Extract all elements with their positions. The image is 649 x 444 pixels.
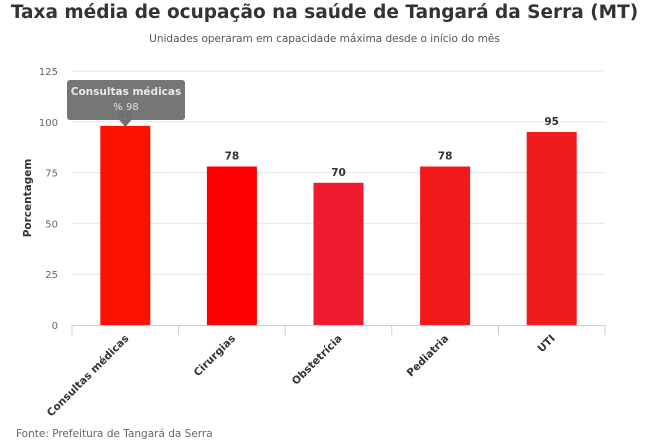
y-tick-label: 75 [45,169,58,180]
tooltip-box [67,80,185,120]
bar[interactable] [100,125,151,325]
y-tick-label: 100 [39,118,58,129]
bar[interactable] [420,166,471,325]
tooltip-arrow [119,120,132,127]
x-tick-label: Obstetrícia [290,333,345,388]
x-tick-label: Pediatria [405,333,452,380]
data-label: 78 [438,151,453,163]
chart-subtitle: Unidades operaram em capacidade máxima d… [149,33,500,45]
y-axis-label: Porcentagem [22,159,34,238]
source-note: Fonte: Prefeitura de Tangará da Serra [16,428,213,440]
x-tick-label: Cirurgias [192,333,238,379]
x-tick-label: UTI [535,333,557,355]
bar[interactable] [313,182,364,325]
chart-title: Taxa média de ocupação na saúde de Tanga… [10,2,639,23]
bar[interactable] [526,131,577,325]
data-label: 78 [225,151,240,163]
tooltip-title: Consultas médicas [71,86,181,98]
data-label: 70 [331,167,346,179]
x-tick-label: Consultas médicas [45,333,132,420]
bar[interactable] [206,166,257,325]
data-label: 95 [544,116,559,128]
tooltip-value: % 98 [113,102,138,113]
y-tick-label: 125 [39,67,58,78]
y-tick-label: 0 [52,321,58,332]
y-tick-label: 25 [45,270,58,281]
y-tick-label: 50 [45,219,58,230]
